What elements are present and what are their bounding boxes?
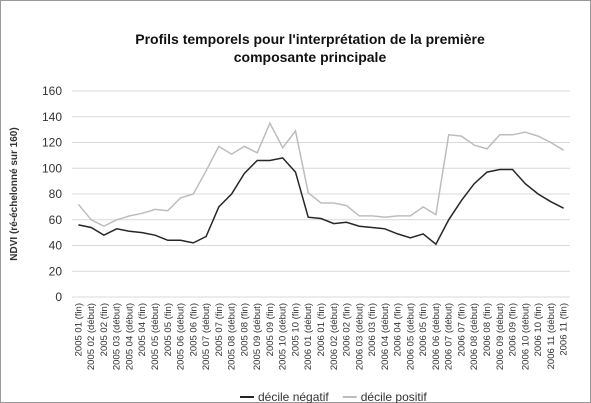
x-tick-label: 2006 05 (début) — [405, 303, 416, 370]
x-tick-label: 2005 08 (début) — [227, 303, 238, 370]
x-tick-label: 2005 01 (fin) — [73, 303, 84, 356]
x-tick-label: 2006 08 (début) — [469, 303, 480, 370]
x-tick-label: 2006 07 (fin) — [456, 303, 467, 356]
x-tick-label: 2005 06 (fin) — [188, 303, 199, 356]
x-tick-label: 2005 05 (fin) — [163, 303, 174, 356]
y-tick-label: 80 — [49, 187, 63, 201]
x-tick-label: 2006 05 (fin) — [418, 303, 429, 356]
x-tick-label: 2006 01 (début) — [303, 303, 314, 370]
y-tick-label: 20 — [49, 264, 63, 278]
y-tick-label: 160 — [42, 84, 62, 98]
x-tick-label: 2006 10 (fin) — [533, 303, 544, 356]
y-tick-label: 140 — [42, 110, 62, 124]
x-tick-label: 2005 02 (début) — [86, 303, 97, 370]
x-tick-label: 2006 09 (fin) — [508, 303, 519, 356]
x-tick-label: 2006 03 (début) — [354, 303, 365, 370]
x-tick-label: 2006 07 (début) — [444, 303, 455, 370]
y-tick-label: 60 — [49, 213, 63, 227]
x-tick-label: 2006 06 (début) — [431, 303, 442, 370]
y-tick-label: 100 — [42, 161, 62, 175]
x-tick-label: 2005 02 (fin) — [99, 303, 110, 356]
x-tick-label: 2005 08 (fin) — [239, 303, 250, 356]
legend-label: décile négatif — [258, 390, 329, 403]
x-tick-label: 2005 07 (fin) — [214, 303, 225, 356]
x-tick-label: 2006 11 (fin) — [559, 303, 570, 356]
x-tick-label: 2006 03 (fin) — [367, 303, 378, 356]
x-tick-label: 2005 09 (début) — [252, 303, 263, 370]
x-tick-label: 2005 04 (début) — [124, 303, 135, 370]
x-tick-label: 2006 02 (début) — [329, 303, 340, 370]
legend-label: décile positif — [361, 390, 428, 403]
x-tick-label: 2006 11 (début) — [546, 303, 557, 369]
y-axis-label: NDVI (ré-échelonné sur 160) — [9, 127, 20, 260]
x-tick-label: 2006 04 (fin) — [393, 303, 404, 356]
x-tick-label: 2006 10 (début) — [520, 303, 531, 370]
x-tick-label: 2005 10 (fin) — [290, 303, 301, 356]
y-tick-label: 0 — [55, 290, 62, 304]
chart-title: Profils temporels pour l'interprétation … — [135, 31, 485, 65]
x-tick-label: 2005 10 (début) — [278, 303, 289, 370]
x-tick-label: 2006 01 (fin) — [316, 303, 327, 356]
x-tick-label: 2005 03 (début) — [112, 303, 123, 370]
x-tick-label: 2005 09 (fin) — [265, 303, 276, 356]
x-tick-label: 2005 07 (début) — [201, 303, 212, 370]
series-line — [78, 157, 564, 246]
x-tick-label: 2006 02 (fin) — [342, 303, 353, 356]
y-tick-label: 40 — [49, 239, 63, 253]
x-tick-label: 2006 04 (début) — [380, 303, 391, 370]
series-line — [77, 121, 564, 228]
x-tick-label: 2006 08 (fin) — [482, 303, 493, 356]
x-tick-label: 2005 05 (début) — [150, 303, 161, 370]
x-tick-label: 2005 04 (fin) — [137, 303, 148, 356]
y-tick-label: 120 — [42, 136, 62, 150]
x-tick-label: 2005 06 (début) — [176, 303, 187, 370]
x-tick-label: 2006 09 (début) — [495, 303, 506, 370]
